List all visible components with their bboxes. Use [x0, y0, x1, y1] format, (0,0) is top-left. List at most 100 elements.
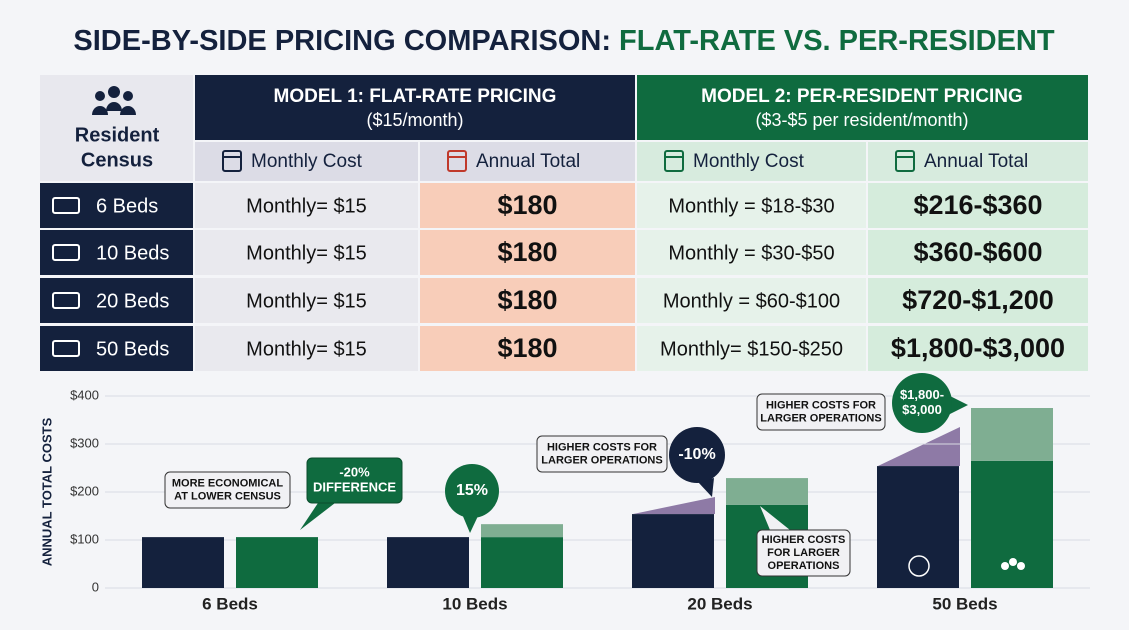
column-header: Annual Total [924, 151, 1028, 172]
annual-total: $1,800-$3,000 [891, 333, 1065, 363]
annotation: OPERATIONS [768, 560, 840, 572]
y-tick-label: 0 [92, 579, 99, 594]
annotation: FOR LARGER [767, 547, 840, 559]
bar [142, 537, 224, 588]
table-cell [195, 183, 418, 228]
table-cell [868, 278, 1088, 323]
model2-subtitle: ($3-$5 per resident/month) [755, 110, 968, 130]
callout-box [756, 393, 886, 431]
column-header: Monthly Cost [693, 151, 805, 172]
callout-box [536, 435, 668, 473]
bar [236, 537, 318, 588]
bed-icon [52, 244, 80, 261]
bar [726, 478, 808, 505]
monthly-cost: Monthly= $150-$250 [660, 338, 843, 360]
monthly-cost: Monthly = $30-$50 [668, 242, 834, 264]
callout-box [306, 457, 403, 504]
callout-bubble [669, 427, 725, 483]
annual-total: $216-$360 [913, 190, 1042, 220]
callout-bubble [892, 373, 952, 433]
people-icon [1001, 562, 1009, 570]
monthly-cost: Monthly= $15 [246, 338, 367, 360]
x-tick-label: 50 Beds [932, 594, 997, 613]
table-cell [637, 230, 866, 275]
annotation: DIFFERENCE [313, 479, 396, 494]
x-tick-label: 6 Beds [202, 594, 258, 613]
callout-box [756, 529, 851, 577]
column-header-cell [637, 142, 866, 181]
callout-tail [760, 506, 790, 530]
bar [387, 537, 469, 588]
title-part: SIDE-BY-SIDE PRICING COMPARISON: [73, 25, 611, 57]
monthly-cost: Monthly= $15 [246, 290, 367, 312]
calendar-icon [664, 150, 684, 172]
annotation: -20% [339, 464, 370, 479]
census-cell [40, 230, 193, 275]
table-cell [637, 183, 866, 228]
dollar-icon [908, 555, 930, 577]
callout-bubble [445, 464, 499, 518]
table-cell [637, 278, 866, 323]
people-icon [92, 106, 108, 115]
annual-total: $180 [497, 190, 557, 220]
annotation: MORE ECONOMICAL [172, 477, 284, 489]
annotation: HIGHER COSTS FOR [547, 441, 657, 453]
table-cell [420, 278, 635, 323]
table-cell [420, 183, 635, 228]
model1-title: MODEL 1: FLAT-RATE PRICING [274, 86, 557, 107]
y-tick-label: $300 [70, 435, 99, 450]
annual-total: $360-$600 [913, 237, 1042, 267]
model2-header [637, 75, 1088, 140]
monthly-cost: Monthly = $60-$100 [663, 290, 840, 312]
difference-wedge [878, 427, 960, 466]
y-tick-label: $400 [70, 387, 99, 402]
bar [971, 408, 1053, 461]
column-header-cell [420, 142, 635, 181]
table-cell [637, 326, 866, 371]
census-label: 20 Beds [96, 290, 169, 312]
census-label: 50 Beds [96, 338, 169, 360]
bar [877, 466, 959, 588]
y-axis-label: ANNUAL TOTAL COSTS [39, 417, 54, 566]
calendar-icon [895, 150, 915, 172]
annotation: $3,000 [902, 402, 942, 417]
table-cell [195, 278, 418, 323]
x-tick-label: 10 Beds [442, 594, 507, 613]
bar [481, 537, 563, 588]
title: SIDE-BY-SIDE PRICING COMPARISON: FLAT-RAT… [73, 25, 1054, 57]
table-cell [195, 326, 418, 371]
annotation: LARGER OPERATIONS [541, 454, 662, 466]
annotation: HIGHER COSTS FOR [766, 399, 876, 411]
table: Resident Census MODEL 1: FLAT-RATE PRICING… [40, 75, 1088, 371]
y-tick-label: $200 [70, 483, 99, 498]
monthly-cost: Monthly= $15 [246, 195, 367, 217]
table-cell [420, 230, 635, 275]
y-tick-label: $100 [70, 531, 99, 546]
people-icon [123, 91, 133, 101]
annotation: -10% [678, 446, 715, 463]
annotation: LARGER OPERATIONS [760, 412, 881, 424]
people-icon [120, 106, 136, 115]
table-cell [868, 183, 1088, 228]
monthly-cost: Monthly= $15 [246, 242, 367, 264]
census-cell [40, 183, 193, 228]
calendar-icon [222, 150, 242, 172]
table-cell [195, 230, 418, 275]
census-label: 10 Beds [96, 242, 169, 264]
table-cell [868, 230, 1088, 275]
title-part: FLAT-RATE VS. PER-RESIDENT [619, 25, 1055, 57]
table-cell [868, 326, 1088, 371]
monthly-cost: Monthly = $18-$30 [668, 195, 834, 217]
annual-total: $180 [497, 333, 557, 363]
callout-tail [698, 478, 714, 497]
annual-total: $180 [497, 285, 557, 315]
bed-icon [52, 197, 80, 214]
census-label: 6 Beds [96, 195, 158, 217]
annotation: 15% [456, 482, 488, 499]
bar [632, 514, 714, 588]
annotation: AT LOWER CENSUS [174, 490, 281, 502]
table-cell [420, 326, 635, 371]
column-header-cell [195, 142, 418, 181]
people-icon [108, 86, 120, 98]
